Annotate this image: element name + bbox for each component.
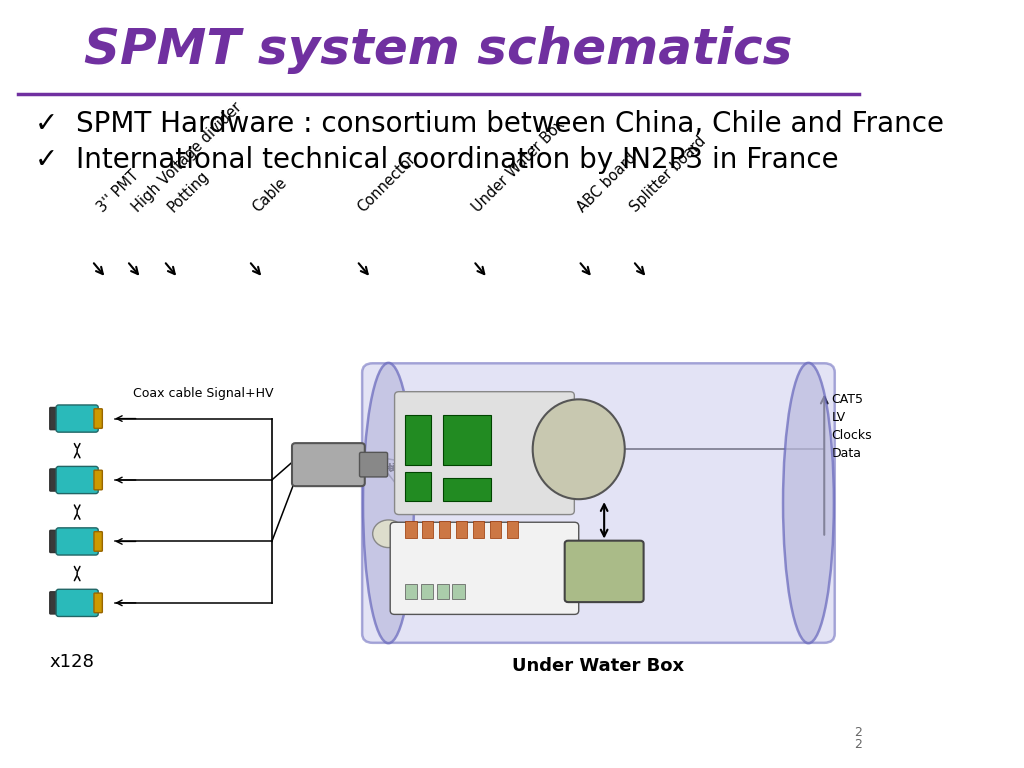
FancyBboxPatch shape (564, 541, 644, 602)
Text: SPMT system schematics: SPMT system schematics (84, 26, 793, 74)
FancyBboxPatch shape (56, 528, 98, 555)
Ellipse shape (783, 363, 834, 644)
Bar (422, 521, 433, 538)
Text: 2
2: 2 2 (854, 726, 862, 751)
Text: 3'' PMT: 3'' PMT (94, 167, 142, 215)
Text: ✓  International technical coordination by IN2P3 in France: ✓ International technical coordination b… (35, 146, 839, 174)
Bar (406, 415, 431, 465)
FancyBboxPatch shape (50, 408, 59, 429)
Text: CAT5
LV
Clocks
Data: CAT5 LV Clocks Data (831, 392, 871, 460)
Text: ✓  SPMT Hardware : consortium between China, Chile and France: ✓ SPMT Hardware : consortium between Chi… (35, 111, 944, 138)
Bar (442, 478, 492, 501)
FancyBboxPatch shape (390, 522, 579, 614)
Bar (489, 521, 502, 538)
FancyBboxPatch shape (362, 363, 835, 643)
Text: ABC
Front-End: ABC Front-End (392, 559, 450, 581)
Text: Power
Board: Power Board (559, 439, 598, 460)
Bar (442, 415, 492, 465)
Bar (406, 584, 418, 599)
FancyBboxPatch shape (94, 409, 102, 429)
Bar (439, 521, 451, 538)
FancyBboxPatch shape (50, 592, 59, 614)
FancyBboxPatch shape (94, 593, 102, 613)
Text: Connector: Connector (355, 151, 419, 215)
Circle shape (373, 520, 404, 548)
FancyBboxPatch shape (56, 589, 98, 617)
Bar (473, 521, 484, 538)
FancyBboxPatch shape (359, 452, 387, 477)
FancyBboxPatch shape (94, 470, 102, 490)
Text: High Voltage divider: High Voltage divider (130, 100, 245, 215)
FancyBboxPatch shape (56, 466, 98, 494)
Bar (453, 584, 465, 599)
Ellipse shape (532, 399, 625, 499)
Text: High Voltage
Splitter: High Voltage Splitter (383, 463, 459, 485)
Bar (456, 521, 467, 538)
FancyBboxPatch shape (394, 392, 574, 515)
Text: Splitter board: Splitter board (627, 134, 709, 215)
FancyBboxPatch shape (94, 531, 102, 551)
Text: Cable: Cable (250, 175, 290, 215)
FancyBboxPatch shape (292, 443, 365, 486)
Text: GCU: GCU (590, 565, 618, 578)
Bar (421, 584, 433, 599)
FancyBboxPatch shape (56, 405, 98, 432)
Bar (436, 584, 449, 599)
Text: x128: x128 (49, 653, 94, 671)
Bar (406, 472, 431, 501)
FancyBboxPatch shape (50, 531, 59, 552)
Text: Under Water Box: Under Water Box (512, 657, 684, 675)
Text: ABC board: ABC board (574, 151, 639, 215)
Text: Under Water Box: Under Water Box (469, 117, 567, 215)
Text: Potting: Potting (165, 168, 212, 215)
Bar (406, 521, 417, 538)
FancyBboxPatch shape (50, 469, 59, 491)
Bar (507, 521, 518, 538)
Text: Coax cable Signal+HV: Coax cable Signal+HV (133, 388, 273, 400)
Ellipse shape (364, 363, 414, 644)
